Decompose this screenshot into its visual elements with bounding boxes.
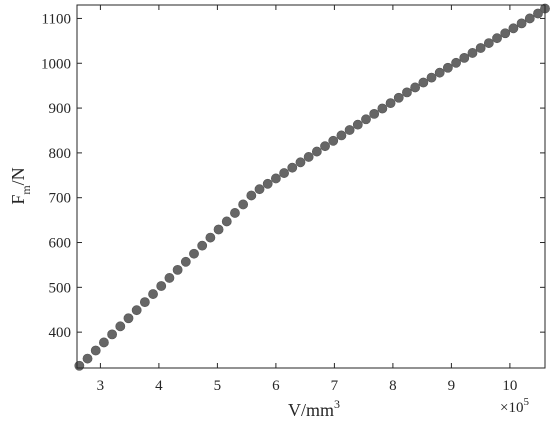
data-point <box>369 109 380 119</box>
data-point <box>180 256 191 267</box>
data-point <box>508 23 519 34</box>
data-point <box>172 264 183 275</box>
data-point <box>385 98 396 109</box>
data-point <box>131 305 142 316</box>
data-point <box>238 199 249 210</box>
y-tick-label: 500 <box>49 280 72 296</box>
axis-ticks <box>77 5 545 368</box>
y-tick-label: 800 <box>49 146 72 162</box>
data-point <box>287 162 298 173</box>
y-tick-label: 1000 <box>41 56 71 72</box>
data-point <box>254 184 265 195</box>
x-tick-label: 10 <box>502 378 517 394</box>
data-point <box>442 62 453 73</box>
data-point <box>262 178 273 189</box>
y-tick-label: 1100 <box>42 11 71 27</box>
data-point <box>475 43 486 53</box>
y-tick-label: 700 <box>49 191 72 207</box>
data-point <box>303 152 314 162</box>
y-tick-label: 400 <box>49 325 72 341</box>
data-point <box>361 114 371 125</box>
data-point <box>410 82 421 93</box>
data-point <box>123 313 134 324</box>
data-point <box>189 248 199 259</box>
data-point <box>393 92 404 103</box>
data-point <box>483 38 494 48</box>
data-point <box>418 77 429 88</box>
data-point <box>156 281 167 291</box>
tick-labels: 3 4 5 6 7 8 9 10 400 500 600 700 800 900 1000 1100 <box>41 11 517 394</box>
data-point <box>311 146 322 157</box>
data-point <box>516 18 527 29</box>
y-axis-label-main: F <box>8 195 28 205</box>
x-tick-label: 9 <box>448 378 456 394</box>
data-points <box>74 3 550 371</box>
data-point <box>336 130 347 141</box>
data-point <box>270 173 281 184</box>
data-point <box>148 289 158 299</box>
data-point <box>524 13 535 24</box>
data-point <box>99 337 109 348</box>
x-multiplier-sup: 5 <box>523 396 529 408</box>
x-tick-label: 7 <box>331 378 339 394</box>
data-point <box>402 87 412 98</box>
y-tick-label: 900 <box>49 101 72 117</box>
data-point <box>221 216 232 227</box>
data-point <box>377 103 388 114</box>
data-point <box>197 240 208 251</box>
y-tick-label: 600 <box>49 236 72 252</box>
y-axis-label-sub: m <box>19 185 33 195</box>
data-point <box>279 168 289 178</box>
data-point <box>230 208 240 218</box>
data-point <box>467 48 478 58</box>
data-point <box>82 353 93 364</box>
data-point <box>295 157 306 168</box>
x-tick-label: 5 <box>214 378 222 394</box>
data-point <box>459 52 470 63</box>
data-point <box>328 135 339 146</box>
data-point <box>320 141 330 152</box>
plot-frame <box>76 4 546 369</box>
data-point <box>139 297 150 308</box>
data-point <box>205 232 216 243</box>
data-point <box>500 28 511 39</box>
data-point <box>352 119 363 130</box>
data-point <box>451 57 461 68</box>
x-axis-label-main: V/mm <box>288 400 334 420</box>
x-tick-label: 6 <box>272 378 280 394</box>
x-tick-label: 4 <box>155 378 163 394</box>
x-axis-label-sup: 3 <box>334 397 340 411</box>
x-tick-label: 8 <box>389 378 397 394</box>
y-axis-label-suffix: /N <box>8 167 28 185</box>
plot-area <box>77 5 545 368</box>
data-point <box>434 67 445 78</box>
data-point <box>533 8 543 19</box>
data-point <box>426 72 437 83</box>
data-point <box>492 33 502 44</box>
x-axis-label: V/mm3 <box>288 397 340 420</box>
data-point <box>344 125 355 135</box>
data-point <box>213 224 224 235</box>
data-point <box>107 329 117 340</box>
data-point <box>115 321 126 332</box>
x-multiplier-main: ×10 <box>500 400 523 416</box>
data-point <box>74 360 85 371</box>
data-point <box>164 273 175 283</box>
data-point <box>90 345 101 356</box>
y-axis-label: Fm/N <box>8 167 33 204</box>
x-multiplier-label: ×105 <box>500 396 529 416</box>
x-tick-label: 3 <box>97 378 105 394</box>
data-point <box>246 190 257 201</box>
